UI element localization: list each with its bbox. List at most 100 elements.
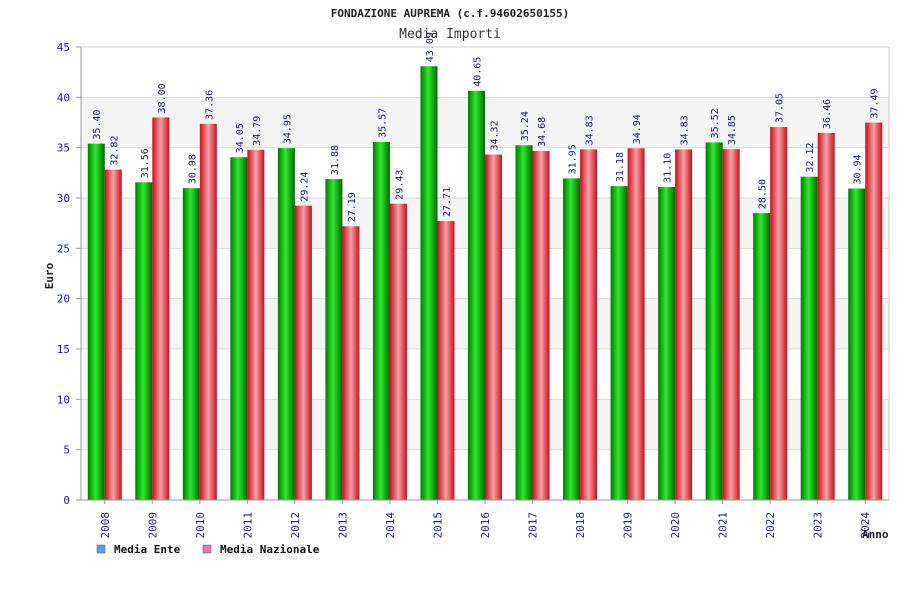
x-tick-label-2008: 2008 xyxy=(99,512,112,539)
legend-label-media-nazionale: Media Nazionale xyxy=(220,543,320,556)
y-tick-label: 30 xyxy=(57,192,70,205)
bar-media-nazionale-2009 xyxy=(152,117,170,500)
bar-media-nazionale-2019 xyxy=(627,148,645,500)
grid-band xyxy=(81,47,889,98)
bar-media-ente-2013 xyxy=(325,179,343,501)
x-tick-label-2009: 2009 xyxy=(146,512,159,539)
bar-media-ente-2022 xyxy=(753,213,771,500)
data-labels: 35.40 32.82 31.56 38.00 30.98 37.36 34.05 34.79… xyxy=(92,32,880,222)
bar-media-ente-2009 xyxy=(135,182,153,500)
data-label-media-nazionale-2016: 34.32 xyxy=(490,120,501,150)
bar-media-nazionale-2012 xyxy=(294,205,312,500)
data-label-media-nazionale-2012: 29.24 xyxy=(299,172,310,202)
bar-media-nazionale-2014 xyxy=(389,203,407,500)
bar-media-ente-2018 xyxy=(563,178,581,500)
bar-media-nazionale-2022 xyxy=(770,127,788,500)
x-tick-label-2015: 2015 xyxy=(431,512,444,539)
x-tick-label-2017: 2017 xyxy=(527,512,540,539)
x-tick-label-2024: 2024 xyxy=(859,512,872,539)
data-label-media-ente-2010: 30.98 xyxy=(187,154,198,184)
x-tick-label-2019: 2019 xyxy=(622,512,635,539)
data-label-media-nazionale-2009: 38.00 xyxy=(157,83,168,113)
bar-media-nazionale-2024 xyxy=(865,122,883,500)
y-axis-label: Euro xyxy=(43,262,56,289)
bar-media-ente-2019 xyxy=(610,186,628,500)
legend-swatch-media-nazionale xyxy=(202,544,212,554)
data-label-media-ente-2017: 35.24 xyxy=(520,111,531,141)
bar-media-ente-2017 xyxy=(515,145,533,500)
data-label-media-ente-2011: 34.05 xyxy=(235,123,246,153)
y-tick-label: 45 xyxy=(57,41,70,54)
axes xyxy=(76,46,890,504)
data-label-media-ente-2022: 28.50 xyxy=(758,179,769,209)
bar-media-nazionale-2011 xyxy=(247,149,265,500)
bar-media-nazionale-2016 xyxy=(485,154,502,500)
data-label-media-nazionale-2022: 37.05 xyxy=(775,93,786,123)
y-tick-label: 0 xyxy=(63,494,70,507)
bar-media-nazionale-2015 xyxy=(437,221,455,500)
legend: Media Ente Media Nazionale xyxy=(96,543,320,556)
bar-media-ente-2011 xyxy=(230,157,248,501)
x-tick-label-2023: 2023 xyxy=(812,512,825,539)
y-tick-label: 35 xyxy=(57,142,70,155)
bar-media-nazionale-2021 xyxy=(722,149,740,500)
y-tick-label: 5 xyxy=(63,444,70,457)
data-label-media-ente-2021: 35.52 xyxy=(710,108,721,138)
data-label-media-ente-2009: 31.56 xyxy=(140,148,151,178)
x-tick-labels: 2008 2009 2010 2011 2012 2013 2014 2015 2016 2017… xyxy=(99,512,872,539)
bar-marks xyxy=(87,66,883,501)
bar-media-ente-2016 xyxy=(468,90,485,500)
y-tick-label: 25 xyxy=(57,242,70,255)
chart-subtitle: Media Importi xyxy=(399,27,501,42)
data-label-media-ente-2024: 30.94 xyxy=(853,154,864,184)
bar-media-ente-2021 xyxy=(705,142,723,500)
bar-media-ente-2024 xyxy=(848,188,866,500)
data-label-media-nazionale-2024: 37.49 xyxy=(870,88,881,118)
data-label-media-nazionale-2021: 34.85 xyxy=(727,115,738,145)
data-label-media-nazionale-2017: 34.68 xyxy=(537,117,548,147)
bar-media-ente-2012 xyxy=(277,148,295,501)
data-label-media-ente-2008: 35.40 xyxy=(92,110,103,140)
data-label-media-nazionale-2010: 37.36 xyxy=(204,90,215,120)
data-label-media-nazionale-2023: 36.46 xyxy=(822,99,833,129)
data-label-media-nazionale-2019: 34.94 xyxy=(632,114,643,144)
data-label-media-nazionale-2011: 34.79 xyxy=(252,116,263,146)
bar-media-nazionale-2017 xyxy=(532,150,550,500)
legend-label-media-ente: Media Ente xyxy=(114,543,181,556)
bar-media-ente-2015 xyxy=(420,66,438,501)
bar-media-nazionale-2013 xyxy=(342,226,360,500)
data-label-media-ente-2014: 35.57 xyxy=(377,108,388,138)
data-label-media-nazionale-2014: 29.43 xyxy=(394,170,405,200)
bar-media-nazionale-2023 xyxy=(817,132,835,500)
x-tick-label-2011: 2011 xyxy=(241,512,254,539)
y-tick-label: 40 xyxy=(57,91,70,104)
x-tick-label-2022: 2022 xyxy=(764,512,777,539)
data-label-media-nazionale-2020: 34.83 xyxy=(680,115,691,145)
y-tick-label: 20 xyxy=(57,293,70,306)
x-tick-label-2010: 2010 xyxy=(194,512,207,539)
bar-media-nazionale-2020 xyxy=(675,149,693,501)
y-tick-label: 10 xyxy=(57,393,70,406)
y-tick-label: 15 xyxy=(57,343,70,356)
data-label-media-ente-2020: 31.10 xyxy=(663,153,674,183)
data-label-media-nazionale-2015: 27.71 xyxy=(442,187,453,217)
data-label-media-ente-2012: 34.95 xyxy=(282,114,293,144)
bar-media-ente-2008 xyxy=(87,143,105,500)
x-axis-label: Anno xyxy=(862,528,889,541)
x-tick-label-2013: 2013 xyxy=(336,512,349,539)
bar-media-ente-2020 xyxy=(658,186,676,500)
x-tick-label-2012: 2012 xyxy=(289,512,302,539)
bar-media-nazionale-2008 xyxy=(104,169,122,500)
y-tick-labels: 0 5 10 15 20 25 30 35 40 45 xyxy=(57,41,70,507)
bar-media-ente-2023 xyxy=(800,176,818,500)
data-label-media-ente-2016: 40.65 xyxy=(473,57,484,87)
data-label-media-nazionale-2018: 34.83 xyxy=(585,115,596,145)
x-tick-label-2014: 2014 xyxy=(384,512,397,539)
x-tick-label-2016: 2016 xyxy=(479,512,492,539)
data-label-media-nazionale-2008: 32.82 xyxy=(109,136,120,166)
bar-media-ente-2010 xyxy=(182,188,200,500)
data-label-media-nazionale-2013: 27.19 xyxy=(347,192,358,222)
bar-media-nazionale-2010 xyxy=(199,123,217,500)
bar-media-ente-2014 xyxy=(372,141,390,501)
